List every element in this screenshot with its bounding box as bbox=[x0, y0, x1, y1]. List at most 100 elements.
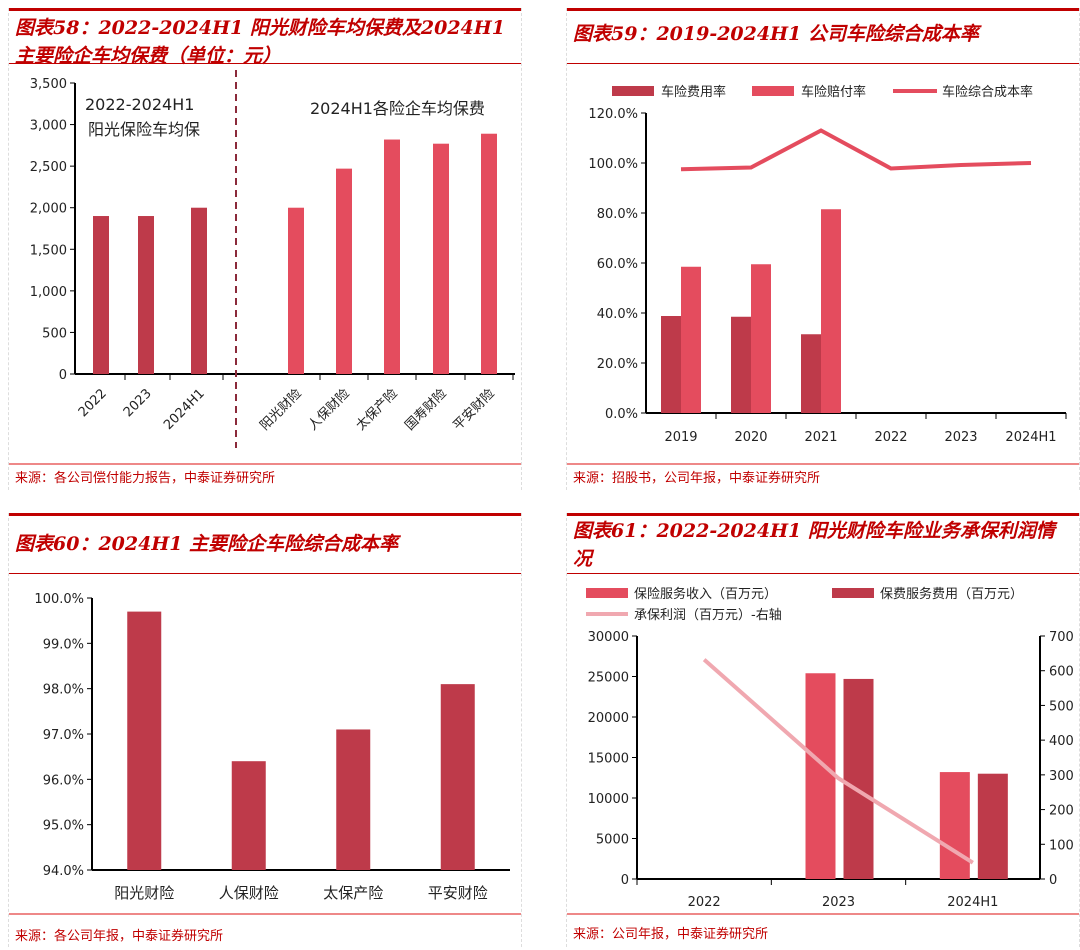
bar-claim-rate bbox=[751, 264, 771, 413]
y-tick-label: 200 bbox=[1049, 804, 1074, 819]
legend-label: 承保利润（百万元）-右轴 bbox=[634, 608, 782, 623]
y-tick-label: 60.0% bbox=[597, 257, 638, 272]
bar-expense-rate bbox=[661, 316, 681, 413]
chart-title: 图表60：2024H1 主要险企车险综合成本率 bbox=[15, 533, 399, 555]
y-tick-label: 700 bbox=[1049, 630, 1074, 645]
bar bbox=[384, 139, 400, 374]
x-tick-label: 太保产险 bbox=[323, 884, 383, 902]
bar-service-expense bbox=[843, 678, 874, 879]
x-tick-label: 2023 bbox=[822, 895, 855, 910]
y-tick-label: 2,500 bbox=[30, 160, 67, 175]
x-tick-label: 阳光财险 bbox=[257, 386, 304, 433]
y-tick-label: 1,000 bbox=[30, 285, 67, 300]
bar-service-revenue bbox=[805, 673, 836, 879]
y-tick-label: 96.0% bbox=[43, 773, 84, 788]
chart-title: 图表58：2022-2024H1 阳光财险车均保费及2024H1主要险企车均保费… bbox=[15, 17, 505, 67]
y-tick-label: 500 bbox=[1049, 699, 1074, 714]
legend-swatch bbox=[612, 86, 654, 96]
x-tick-label: 2023 bbox=[944, 430, 977, 445]
bar-expense-rate bbox=[731, 316, 751, 413]
x-tick-label: 2022 bbox=[688, 895, 721, 910]
line-underwriting-profit bbox=[702, 658, 974, 865]
x-tick-label: 人保财险 bbox=[219, 884, 279, 902]
x-tick-label: 2023 bbox=[121, 386, 155, 420]
y-tick-label: 400 bbox=[1049, 734, 1074, 749]
bar-service-revenue bbox=[939, 772, 970, 879]
x-tick-label: 太保产险 bbox=[353, 386, 400, 433]
legend-swatch bbox=[586, 588, 628, 598]
panel-chart-59: 图表59：2019-2024H1 公司车险综合成本率 来源：招股书，公司年报，中… bbox=[566, 8, 1080, 490]
legend-label: 车险费用率 bbox=[661, 84, 726, 100]
legend-label: 保费服务费用（百万元） bbox=[880, 586, 1023, 602]
x-tick-label: 2019 bbox=[664, 430, 697, 445]
y-tick-label: 97.0% bbox=[43, 728, 84, 743]
y-tick-label: 95.0% bbox=[43, 819, 84, 834]
x-tick-label: 2021 bbox=[804, 430, 837, 445]
bar-expense-rate bbox=[801, 334, 821, 413]
bar bbox=[191, 207, 207, 374]
y-tick-label: 98.0% bbox=[43, 683, 84, 698]
x-tick-label: 2024H1 bbox=[947, 895, 998, 910]
y-tick-label: 0 bbox=[621, 873, 629, 888]
legend-swatch bbox=[752, 86, 794, 96]
line-combined-ratio bbox=[680, 128, 1032, 172]
x-tick-label: 2020 bbox=[734, 430, 767, 445]
legend-label: 保险服务收入（百万元） bbox=[634, 586, 777, 602]
y-tick-label: 20000 bbox=[588, 711, 629, 726]
bar bbox=[481, 133, 497, 374]
annotation: 2024H1各险企车均保费 bbox=[310, 99, 485, 118]
x-tick-label: 2022 bbox=[874, 430, 907, 445]
bar bbox=[138, 216, 154, 374]
panel-chart-58: 图表58：2022-2024H1 阳光财险车均保费及2024H1主要险企车均保费… bbox=[8, 8, 522, 490]
y-tick-label: 100.0% bbox=[34, 592, 84, 607]
bar bbox=[288, 207, 304, 374]
chart-source: 来源：招股书，公司年报，中泰证券研究所 bbox=[573, 471, 821, 486]
y-tick-label: 25000 bbox=[588, 671, 629, 686]
y-tick-label: 94.0% bbox=[43, 864, 84, 879]
y-tick-label: 100 bbox=[1049, 838, 1074, 853]
y-tick-label: 15000 bbox=[588, 752, 629, 767]
bar bbox=[433, 143, 449, 374]
y-tick-label: 2,000 bbox=[30, 202, 67, 217]
bar bbox=[336, 168, 352, 374]
legend-swatch bbox=[832, 588, 874, 598]
chart-source: 来源：各公司年报，中泰证券研究所 bbox=[15, 929, 224, 944]
bar-service-expense bbox=[977, 773, 1008, 879]
y-tick-label: 0 bbox=[1049, 873, 1057, 888]
y-tick-label: 0.0% bbox=[605, 407, 638, 422]
chart-source: 来源：各公司偿付能力报告，中泰证券研究所 bbox=[15, 471, 276, 486]
panel-chart-60: 图表60：2024H1 主要险企车险综合成本率 来源：各公司年报，中泰证券研究所 bbox=[8, 513, 522, 947]
bar bbox=[440, 684, 475, 870]
x-tick-label: 阳光财险 bbox=[114, 884, 174, 902]
x-tick-label: 人保财险 bbox=[305, 386, 352, 433]
x-tick-label: 2024H1 bbox=[161, 386, 208, 433]
y-tick-label: 0 bbox=[59, 368, 67, 383]
y-tick-label: 30000 bbox=[588, 630, 629, 645]
bar-claim-rate bbox=[821, 209, 841, 413]
y-tick-label: 80.0% bbox=[597, 207, 638, 222]
legend-label: 车险赔付率 bbox=[801, 84, 866, 100]
bar bbox=[231, 761, 266, 870]
x-tick-label: 2024H1 bbox=[1005, 430, 1056, 445]
bar bbox=[93, 216, 109, 374]
panel-chart-61: 图表61：2022-2024H1 阳光财险车险业务承保利润情况 来源：公司年报，… bbox=[566, 513, 1080, 947]
y-tick-label: 20.0% bbox=[597, 357, 638, 372]
bar-claim-rate bbox=[681, 266, 701, 413]
bar bbox=[127, 611, 162, 870]
x-tick-label: 平安财险 bbox=[428, 884, 488, 902]
y-tick-label: 300 bbox=[1049, 769, 1074, 784]
y-tick-label: 3,000 bbox=[30, 119, 67, 134]
y-tick-label: 3,500 bbox=[30, 77, 67, 92]
y-tick-label: 100.0% bbox=[588, 157, 638, 172]
legend-label: 车险综合成本率 bbox=[942, 84, 1033, 100]
x-tick-label: 平安财险 bbox=[450, 386, 497, 433]
annotation-line-1: 2022-2024H1 bbox=[85, 95, 194, 114]
y-tick-label: 99.0% bbox=[43, 637, 84, 652]
y-tick-label: 10000 bbox=[588, 792, 629, 807]
y-tick-label: 40.0% bbox=[597, 307, 638, 322]
y-tick-label: 120.0% bbox=[588, 107, 638, 122]
x-tick-label: 国寿财险 bbox=[402, 386, 449, 433]
annotation-line-2: 阳光保险车均保 bbox=[88, 120, 200, 139]
y-tick-label: 1,500 bbox=[30, 243, 67, 258]
